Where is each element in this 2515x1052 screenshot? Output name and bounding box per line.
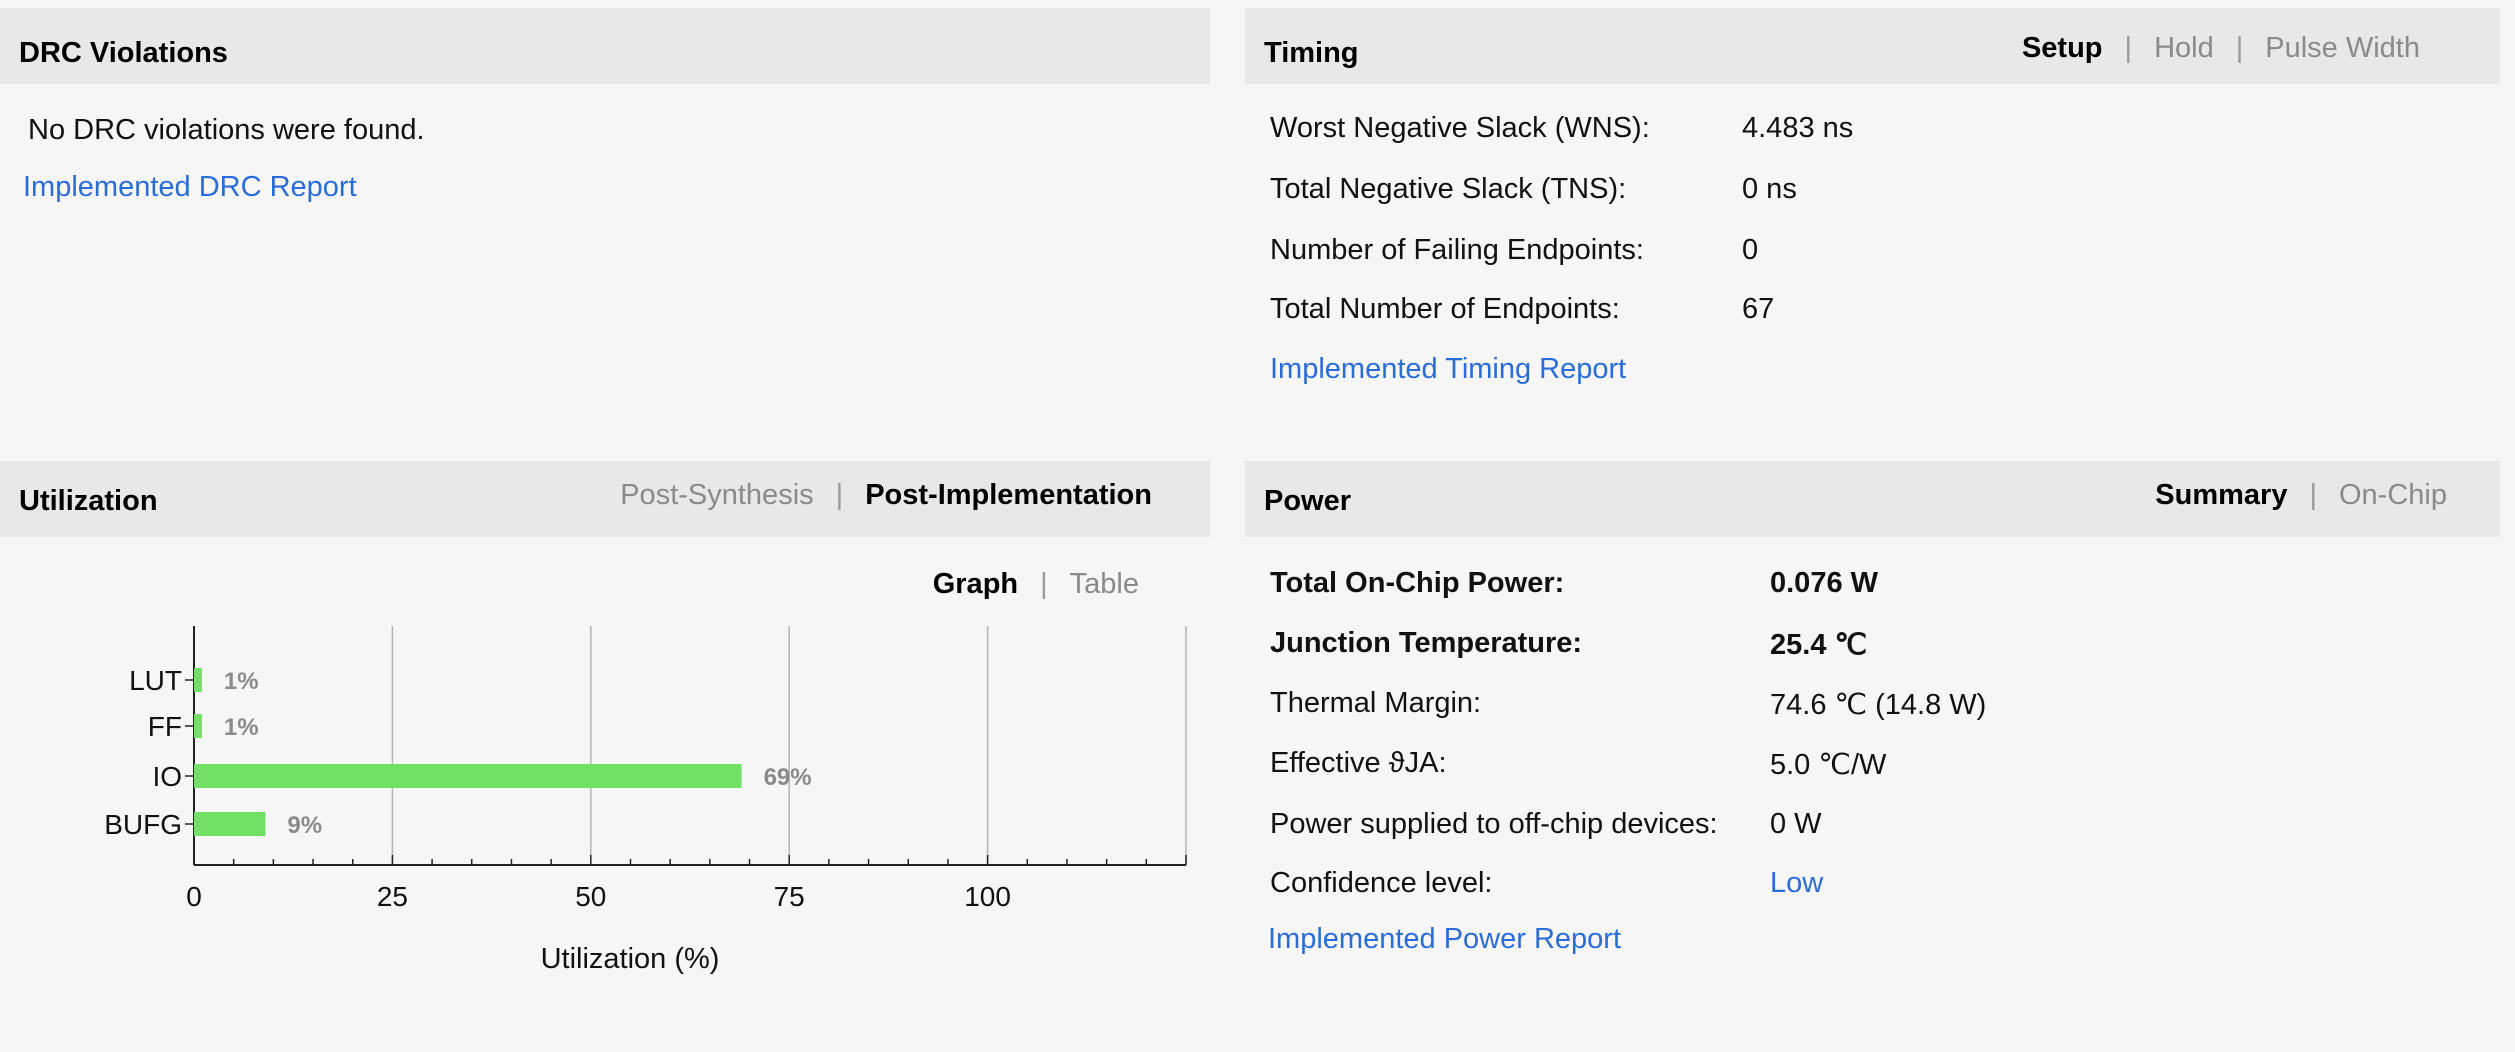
tab-separator: | [835,479,844,511]
power-label-confidence: Confidence level: [1270,867,1493,899]
tab-summary[interactable]: Summary [2155,479,2288,511]
timing-value-wns: 4.483 ns [1742,112,1854,144]
tab-separator: | [2235,32,2244,64]
x-axis-label: Utilization (%) [541,943,720,975]
category-label: LUT [129,665,182,696]
utilization-chart: 0 25 50 75 100 Utilization (%) LUT 1% FF 1% IO 69% B… [104,626,1187,975]
power-value-total: 0.076 W [1770,567,1878,599]
tab-hold[interactable]: Hold [2154,32,2214,64]
drc-report-link[interactable]: Implemented DRC Report [23,171,357,203]
value-label: 1% [224,668,259,695]
timing-tabs: Setup | Hold | Pulse Width [2022,32,2420,65]
power-label-offchip: Power supplied to off-chip devices: [1270,808,1718,840]
power-label-theta: Effective ϑJA: [1270,747,1447,779]
power-value-theta: 5.0 ℃/W [1770,749,1887,781]
timing-panel: Timing Setup | Hold | Pulse Width Worst Nega… [1245,8,2500,428]
value-label: 69% [764,764,812,791]
power-tabs: Summary | On-Chip [2155,479,2447,512]
category-label: BUFG [104,809,182,840]
power-label-total: Total On-Chip Power: [1270,567,1565,599]
x-tick-label: 100 [964,881,1011,912]
power-title: Power [1264,485,1352,517]
tab-pulse-width[interactable]: Pulse Width [2265,32,2420,64]
power-value-offchip: 0 W [1770,808,1822,840]
utilization-tabs: Post-Synthesis | Post-Implementation [620,479,1152,512]
timing-title: Timing [1264,37,1359,69]
value-label: 1% [224,714,259,741]
power-value-confidence[interactable]: Low [1770,867,1824,899]
power-label-thermal: Thermal Margin: [1270,687,1482,719]
tab-graph[interactable]: Graph [932,568,1019,600]
timing-label-tns: Total Negative Slack (TNS): [1270,173,1627,205]
timing-value-failing: 0 [1742,234,1759,266]
drc-panel: DRC Violations No DRC violations were fo… [0,8,1210,428]
x-tick-label: 75 [774,881,805,912]
utilization-panel: Utilization Post-Synthesis | Post-Implemen… [0,461,1210,1052]
bar-ff [194,714,202,738]
tab-table[interactable]: Table [1069,568,1139,600]
power-value-thermal: 74.6 ℃ (14.8 W) [1770,689,1987,721]
timing-value-endpoints: 67 [1742,293,1775,325]
x-tick-label: 50 [575,881,606,912]
timing-label-failing: Number of Failing Endpoints: [1270,234,1644,266]
tab-separator: | [2309,479,2317,511]
timing-value-tns: 0 ns [1742,173,1797,205]
timing-header: Timing Setup | Hold | Pulse Width [1245,8,2500,84]
value-label: 9% [287,812,322,839]
timing-label-endpoints: Total Number of Endpoints: [1270,293,1620,325]
utilization-view-tabs: Graph | Table [933,568,1139,601]
utilization-header: Utilization Post-Synthesis | Post-Implemen… [0,461,1210,537]
x-tick-label: 0 [186,881,202,912]
drc-title: DRC Violations [19,37,228,69]
power-value-junction: 25.4 ℃ [1770,629,1868,661]
tab-separator: | [2124,32,2133,64]
power-label-junction: Junction Temperature: [1270,627,1583,659]
utilization-title: Utilization [19,485,158,517]
x-tick-label: 25 [377,881,408,912]
tab-separator: | [1040,568,1048,600]
category-label: FF [148,711,182,742]
tab-on-chip[interactable]: On-Chip [2339,479,2447,511]
bar-io [194,764,742,788]
power-header: Power Summary | On-Chip [1245,461,2500,537]
power-panel: Power Summary | On-Chip Total On-Chip Powe… [1245,461,2500,1052]
drc-header: DRC Violations [0,8,1210,84]
tab-post-implementation[interactable]: Post-Implementation [865,479,1152,511]
timing-label-wns: Worst Negative Slack (WNS): [1270,112,1650,144]
category-label: IO [152,761,182,792]
bar-lut [194,668,202,692]
power-report-link[interactable]: Implemented Power Report [1268,923,1621,955]
timing-report-link[interactable]: Implemented Timing Report [1270,353,1627,385]
bar-bufg [194,812,266,836]
drc-message: No DRC violations were found. [28,114,425,146]
tab-post-synthesis[interactable]: Post-Synthesis [620,479,814,511]
tab-setup[interactable]: Setup [2021,32,2103,64]
